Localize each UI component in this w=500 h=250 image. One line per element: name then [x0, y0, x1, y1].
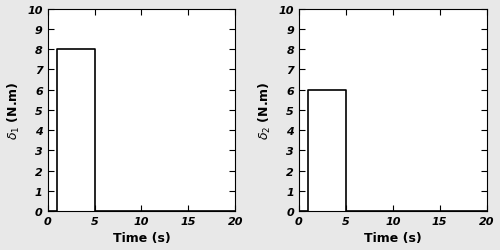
X-axis label: Time (s): Time (s) [112, 232, 170, 244]
X-axis label: Time (s): Time (s) [364, 232, 422, 244]
Y-axis label: $\delta_2$ (N.m): $\delta_2$ (N.m) [257, 81, 273, 140]
Y-axis label: $\delta_1$ (N.m): $\delta_1$ (N.m) [6, 81, 22, 140]
